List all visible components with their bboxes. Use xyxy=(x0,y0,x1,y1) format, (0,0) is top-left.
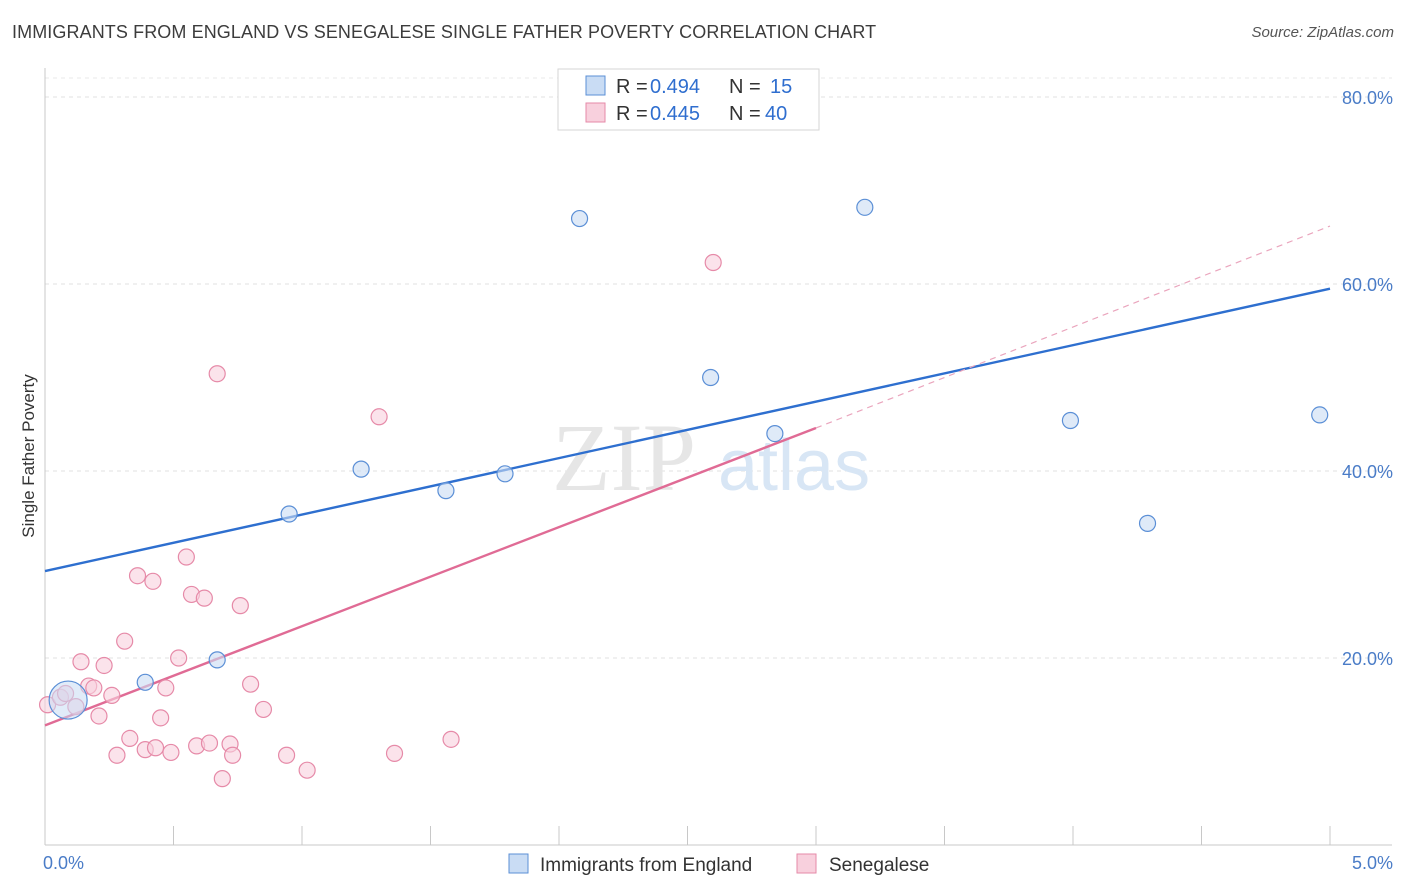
legend-n-value-england: 15 xyxy=(770,76,792,98)
x-tick-label-max: 5.0% xyxy=(1352,853,1393,873)
point-senegalese xyxy=(385,744,404,762)
point-senegalese xyxy=(116,632,134,650)
bottom-legend-swatch-senegalese xyxy=(796,853,817,874)
stats-legend: R = 0.494 N = 15 R = 0.445 N = 40 xyxy=(557,68,820,131)
point-england xyxy=(48,680,88,720)
source-label: Source: ZipAtlas.com xyxy=(1251,24,1394,41)
legend-swatch-senegalese xyxy=(585,102,606,123)
watermark-zip: ZIP xyxy=(552,404,696,511)
series-legend: Immigrants from England Senegalese xyxy=(508,853,929,876)
point-senegalese xyxy=(213,770,231,788)
point-senegalese xyxy=(152,709,170,727)
legend-r-label-england: R = xyxy=(616,76,648,98)
point-england xyxy=(136,673,154,691)
point-senegalese xyxy=(144,572,162,590)
point-senegalese xyxy=(231,597,249,615)
gridlines xyxy=(45,77,1392,659)
x-tick-label-min: 0.0% xyxy=(43,853,84,873)
point-senegalese xyxy=(108,746,126,764)
y-tick-label: 60.0% xyxy=(1342,275,1393,295)
point-senegalese xyxy=(128,567,147,585)
data-points xyxy=(38,198,1329,788)
bottom-legend-swatch-england xyxy=(508,853,529,874)
trend-line-senegalese xyxy=(44,426,817,727)
point-senegalese xyxy=(277,746,296,764)
point-senegalese xyxy=(162,743,180,762)
legend-r-value-senegalese: 0.445 xyxy=(650,103,700,125)
point-senegalese xyxy=(242,675,260,693)
bottom-legend-label-senegalese: Senegalese xyxy=(829,855,929,876)
point-england xyxy=(496,465,514,483)
legend-r-value-england: 0.494 xyxy=(650,76,700,98)
trend-line-senegalese-extension xyxy=(815,225,1331,429)
bottom-legend-label-england: Immigrants from England xyxy=(540,855,752,876)
point-england xyxy=(280,505,298,523)
point-senegalese xyxy=(72,653,90,671)
point-senegalese xyxy=(442,730,460,748)
y-tick-label: 20.0% xyxy=(1342,649,1393,669)
point-senegalese xyxy=(95,656,113,675)
point-senegalese xyxy=(121,729,139,748)
watermark-atlas: atlas xyxy=(718,426,870,506)
point-england xyxy=(352,460,370,478)
point-senegalese xyxy=(170,649,188,667)
point-england xyxy=(766,425,784,443)
point-senegalese xyxy=(146,739,165,757)
point-england xyxy=(437,482,455,500)
point-england xyxy=(702,368,720,387)
chart-title: IMMIGRANTS FROM ENGLAND VS SENEGALESE SI… xyxy=(12,22,877,42)
watermark: ZIP atlas xyxy=(552,404,870,511)
y-tick-labels: 20.0% 40.0% 60.0% 80.0% xyxy=(1342,88,1393,669)
trend-line-england xyxy=(44,287,1331,573)
point-england xyxy=(1311,406,1329,424)
point-senegalese xyxy=(704,253,722,272)
point-senegalese xyxy=(177,548,195,566)
y-tick-label: 40.0% xyxy=(1342,462,1393,482)
point-senegalese xyxy=(103,686,121,705)
legend-n-label-england: N = xyxy=(729,76,761,98)
point-senegalese xyxy=(90,707,108,725)
point-senegalese xyxy=(200,734,219,752)
point-senegalese xyxy=(224,746,242,764)
point-england xyxy=(1138,514,1157,532)
y-tick-label: 80.0% xyxy=(1342,88,1393,108)
legend-r-label-senegalese: R = xyxy=(616,103,648,125)
point-england xyxy=(856,198,874,216)
y-axis-label: Single Father Poverty xyxy=(19,374,38,538)
point-england xyxy=(1061,411,1080,430)
legend-n-value-senegalese: 40 xyxy=(765,103,787,125)
point-england xyxy=(570,209,589,228)
point-senegalese xyxy=(195,589,213,607)
point-senegalese xyxy=(208,365,226,383)
axes xyxy=(44,68,1392,846)
point-senegalese xyxy=(370,408,388,426)
trend-lines xyxy=(44,225,1331,727)
point-senegalese xyxy=(298,761,316,779)
point-england xyxy=(208,651,226,669)
point-senegalese xyxy=(157,679,175,697)
point-senegalese xyxy=(254,700,273,719)
legend-n-label-senegalese: N = xyxy=(729,103,761,125)
x-tick-labels: 0.0% 5.0% xyxy=(43,853,1393,873)
legend-swatch-england xyxy=(585,75,606,96)
point-senegalese xyxy=(85,679,103,697)
